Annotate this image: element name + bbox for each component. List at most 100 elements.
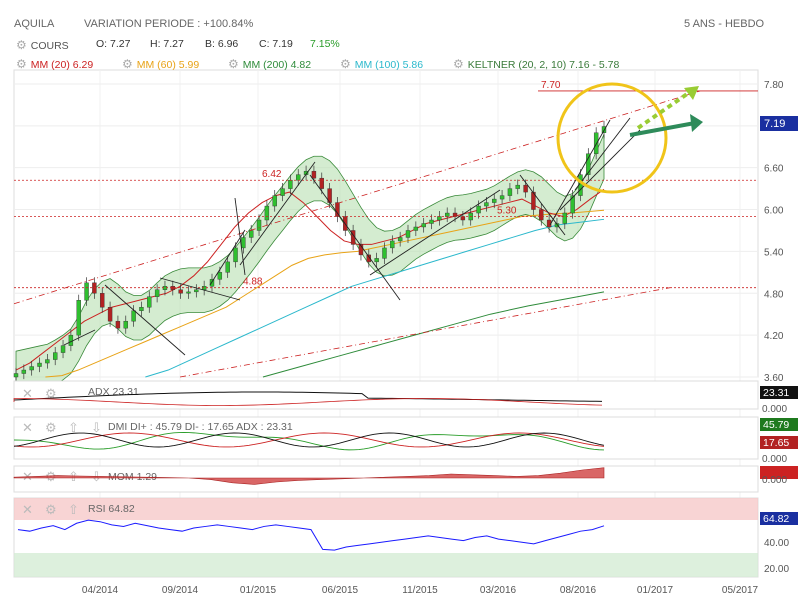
candle [76, 300, 81, 336]
y-tick-label: 4.80 [764, 289, 784, 300]
candle [476, 205, 481, 214]
adx-badge-text: 23.31 [763, 387, 789, 399]
mom-badge-text: 1.29 [763, 467, 784, 479]
candle [131, 310, 136, 322]
level-label-642: 6.42 [262, 169, 282, 180]
target-arrow-solid-head [690, 114, 703, 132]
candle [413, 226, 419, 231]
candle [311, 170, 317, 179]
gear-icon[interactable]: ⚙ [16, 57, 27, 71]
gear-icon[interactable]: ⚙ [228, 57, 239, 71]
level-label-770: 7.70 [541, 80, 561, 91]
target-arrow-dashed [636, 90, 692, 130]
dmi-line [13, 431, 605, 451]
x-tick-label: 01/2017 [637, 585, 674, 596]
keltner-label: KELTNER (20, 2, 10) [467, 59, 567, 71]
legend-cours: ⚙ COURS [16, 38, 69, 52]
y-tick-label: 3.60 [764, 373, 784, 384]
x-tick-label: 11/2015 [402, 585, 438, 596]
mm200-line [262, 291, 605, 378]
candle [460, 216, 466, 221]
drawn-trendline [559, 129, 641, 211]
candle [523, 184, 528, 193]
trendline-lower [179, 287, 671, 378]
candle [499, 195, 505, 200]
x-tick-label: 03/2016 [480, 585, 517, 596]
candle [45, 359, 50, 364]
mom-area [13, 467, 605, 485]
panel-tool-icon: ⇩ [91, 420, 102, 435]
candle [264, 205, 270, 221]
candle [107, 307, 113, 322]
candle [139, 307, 144, 311]
gear-icon[interactable]: ⚙ [453, 57, 464, 71]
candle [374, 258, 379, 263]
candle [507, 188, 513, 196]
panel-tool-icon: ⇧ [68, 502, 79, 517]
mm200-value: 4.82 [290, 59, 312, 71]
keltner-value: 7.16 - 5.78 [569, 59, 620, 71]
high-value: H: 7.27 [150, 38, 184, 50]
x-tick-label: 04/2014 [82, 585, 119, 596]
level-label-530: 5.30 [497, 206, 517, 217]
mm20-label: MM (20) [30, 59, 70, 71]
target-arrow-solid [629, 121, 696, 137]
legend-keltner: ⚙ KELTNER (20, 2, 10) 7.16 - 5.78 [453, 57, 619, 71]
candle [554, 223, 560, 228]
legend-mm60: ⚙ MM (60) 5.99 [122, 57, 199, 71]
rsi-tick-20: 20.00 [764, 564, 789, 575]
legend-mm100: ⚙ MM (100) 5.86 [340, 57, 423, 71]
candle [21, 369, 27, 374]
y-tick-label: 4.20 [764, 331, 784, 342]
candle [68, 334, 74, 346]
candle [53, 352, 58, 360]
y-tick-label: 6.00 [764, 206, 784, 217]
panel-tool-icon: ✕ [22, 386, 33, 401]
drawn-trendline [369, 189, 501, 276]
dmi-panel [13, 416, 759, 460]
x-tick-label: 09/2014 [162, 585, 199, 596]
dmi-minus-badge-text: 17.65 [763, 437, 789, 449]
trendline-upper [13, 90, 701, 305]
rsi-label: RSI 64.82 [88, 503, 135, 515]
candle [29, 366, 34, 371]
panel-tool-icon: ⚙ [45, 502, 57, 517]
candle [272, 195, 277, 207]
y-tick-label: 6.60 [764, 164, 784, 175]
candle [186, 291, 191, 294]
drawn-trendline [209, 229, 246, 286]
gear-icon[interactable]: ⚙ [122, 57, 133, 71]
variation-label: VARIATION PERIODE : +100.84% [84, 18, 254, 30]
candle [452, 212, 458, 217]
x-tick-label: 05/2017 [722, 585, 759, 596]
candle [248, 230, 254, 238]
legend-mm20: ⚙ MM (20) 6.29 [16, 57, 93, 71]
candle [421, 223, 426, 228]
drawn-trendline [63, 329, 96, 346]
candle [84, 282, 89, 301]
gear-icon[interactable]: ⚙ [16, 38, 27, 52]
dmi-label: DMI DI+ : 45.79 DI- : 17.65 ADX : 23.31 [108, 421, 293, 433]
candle [515, 184, 520, 189]
dmi-zero: 0.000 [762, 454, 787, 465]
candle [209, 279, 215, 287]
legend-mm200: ⚙ MM (200) 4.82 [228, 57, 311, 71]
candle [154, 289, 160, 297]
rsi-oversold-zone [14, 553, 758, 577]
adx-zero: 0.000 [762, 404, 787, 415]
rsi-badge [760, 512, 798, 525]
dmi-line [13, 432, 605, 448]
adx-line [13, 391, 603, 402]
rsi-overbought-zone [14, 498, 758, 520]
candle [358, 244, 364, 256]
drawn-trendline [519, 174, 566, 236]
drawn-trendline [104, 284, 186, 356]
candle [288, 180, 293, 189]
candle [13, 373, 19, 378]
candle [397, 237, 403, 242]
price-badge [760, 116, 798, 131]
drawn-trendline [159, 277, 241, 301]
candle [531, 191, 536, 210]
gear-icon[interactable]: ⚙ [340, 57, 351, 71]
